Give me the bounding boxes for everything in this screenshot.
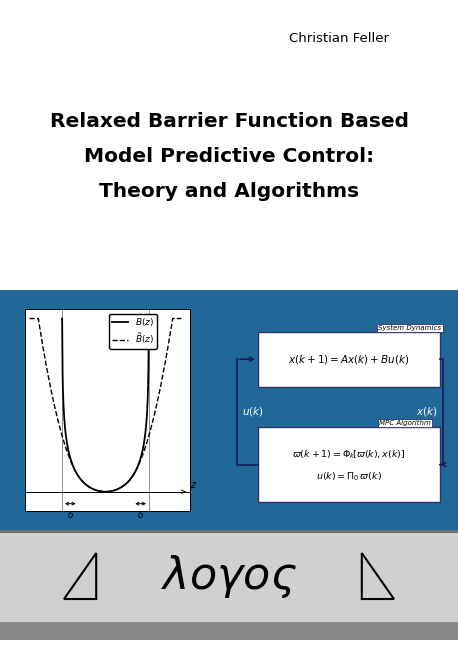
Bar: [0, 0, 458, 290]
Text: $\lambda o \gamma o \varsigma$: $\lambda o \gamma o \varsigma$: [161, 553, 297, 599]
Bar: [258, 427, 440, 502]
Text: MPC Algorithm: MPC Algorithm: [379, 420, 431, 426]
Bar: [0, 290, 458, 530]
Text: $\delta$: $\delta$: [67, 509, 74, 520]
Bar: [0, 622, 458, 640]
Bar: [0, 530, 458, 622]
Legend: $B(z)$, $\tilde{B}(z)$: $B(z)$, $\tilde{B}(z)$: [109, 314, 157, 349]
Text: $\varpi(k+1) = \Phi_k\!\left[\varpi(k), x(k)\right]$: $\varpi(k+1) = \Phi_k\!\left[\varpi(k), …: [292, 448, 406, 461]
Text: $x(k)$: $x(k)$: [416, 406, 438, 419]
Text: $x(k+1) = Ax(k) + Bu(k)$: $x(k+1) = Ax(k) + Bu(k)$: [288, 353, 410, 365]
Bar: [0, 530, 458, 533]
Text: Theory and Algorithms: Theory and Algorithms: [99, 181, 359, 201]
Text: $u(k) = \Pi_0\,\varpi(k)$: $u(k) = \Pi_0\,\varpi(k)$: [316, 470, 382, 483]
Text: $u(k)$: $u(k)$: [242, 406, 264, 419]
Text: Christian Feller: Christian Feller: [289, 32, 389, 45]
Bar: [258, 332, 440, 387]
Text: $z$: $z$: [190, 480, 197, 490]
Text: Model Predictive Control:: Model Predictive Control:: [84, 147, 374, 166]
Bar: [0, 640, 458, 648]
Text: System Dynamics: System Dynamics: [378, 325, 442, 330]
Text: Relaxed Barrier Function Based: Relaxed Barrier Function Based: [49, 112, 409, 131]
Text: $\delta$: $\delta$: [137, 509, 144, 520]
